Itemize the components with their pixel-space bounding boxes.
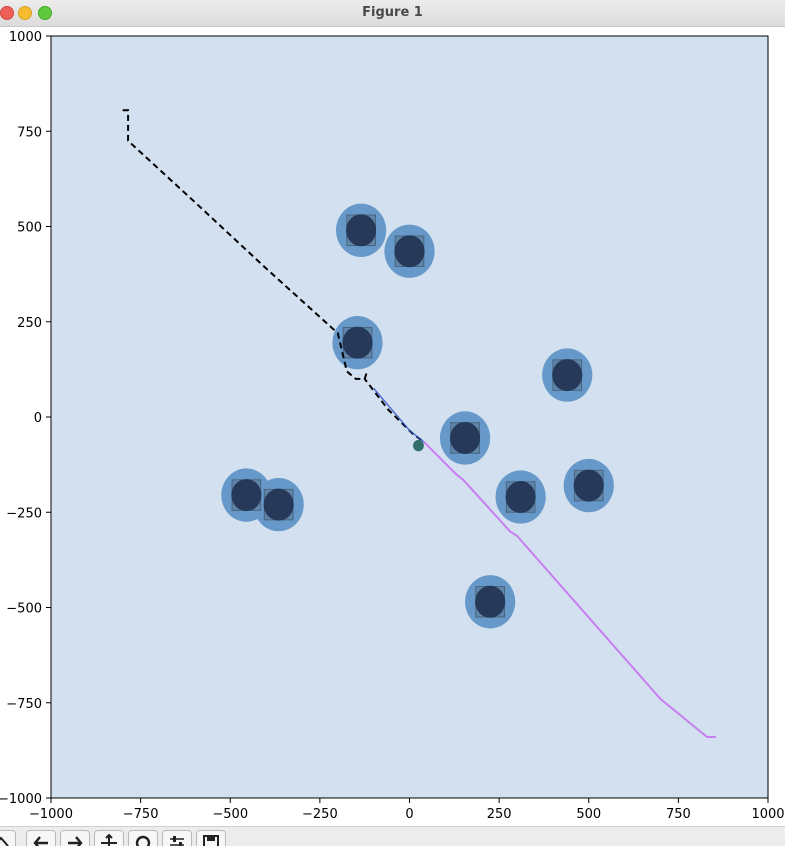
x-tick-label: −500 <box>212 807 248 822</box>
forward-button[interactable] <box>60 830 90 846</box>
pan-button[interactable] <box>94 830 124 846</box>
path-planned-path <box>122 109 425 443</box>
y-tick-label: −1000 <box>0 792 42 807</box>
obstacle-core <box>394 235 425 268</box>
back-button[interactable] <box>26 830 56 846</box>
move-icon <box>101 834 117 846</box>
y-tick-label: 1000 <box>9 30 42 45</box>
y-tick-label: 500 <box>17 221 42 236</box>
y-tick-label: 750 <box>17 125 42 140</box>
window-titlebar: Figure 1 <box>0 0 785 27</box>
arrow-right-icon <box>68 836 83 846</box>
y-tick-label: 250 <box>17 316 42 331</box>
x-tick-label: 0 <box>405 807 413 822</box>
close-window-button[interactable] <box>0 6 14 20</box>
y-tick-label: −250 <box>6 506 42 521</box>
floppy-disk-icon <box>203 835 219 846</box>
minimize-window-button[interactable] <box>18 6 32 20</box>
magnifier-icon <box>135 835 151 846</box>
x-tick-label: 750 <box>666 807 691 822</box>
path-trajectory <box>423 441 717 738</box>
plot-area[interactable] <box>51 36 768 798</box>
figure-canvas[interactable]: −1000 −750 −500 −250 0 250 500 750 1000 1000 750 50… <box>0 26 785 826</box>
x-tick-label: −750 <box>123 807 159 822</box>
obstacle-core <box>346 214 377 247</box>
obstacle-core <box>475 585 506 618</box>
obstacle-core <box>263 488 294 521</box>
y-tick-label: 0 <box>34 411 42 426</box>
window-title: Figure 1 <box>362 5 423 20</box>
home-icon <box>0 836 9 846</box>
y-tick-label: −500 <box>6 602 42 617</box>
x-tick-label: 500 <box>576 807 601 822</box>
save-button[interactable] <box>196 830 226 846</box>
navigation-toolbar <box>0 826 785 846</box>
obstacle-core <box>231 479 262 512</box>
obstacle-core <box>552 359 583 392</box>
robot-marker <box>413 439 424 452</box>
arrow-left-icon <box>33 836 48 846</box>
obstacle-core <box>505 481 536 514</box>
obstacle-core <box>342 326 373 359</box>
obstacle-core <box>450 421 481 454</box>
home-button[interactable] <box>0 830 16 846</box>
maximize-window-button[interactable] <box>38 6 52 20</box>
configure-button[interactable] <box>162 830 192 846</box>
x-tick-label: 1000 <box>751 807 784 822</box>
x-tick-label: −1000 <box>29 807 73 822</box>
y-tick-label: −750 <box>6 697 42 712</box>
x-tick-label: 250 <box>487 807 512 822</box>
sliders-icon <box>170 836 184 846</box>
obstacle-core <box>573 469 604 502</box>
path-local-path <box>373 387 425 443</box>
zoom-button[interactable] <box>128 830 158 846</box>
x-tick-label: −250 <box>302 807 338 822</box>
